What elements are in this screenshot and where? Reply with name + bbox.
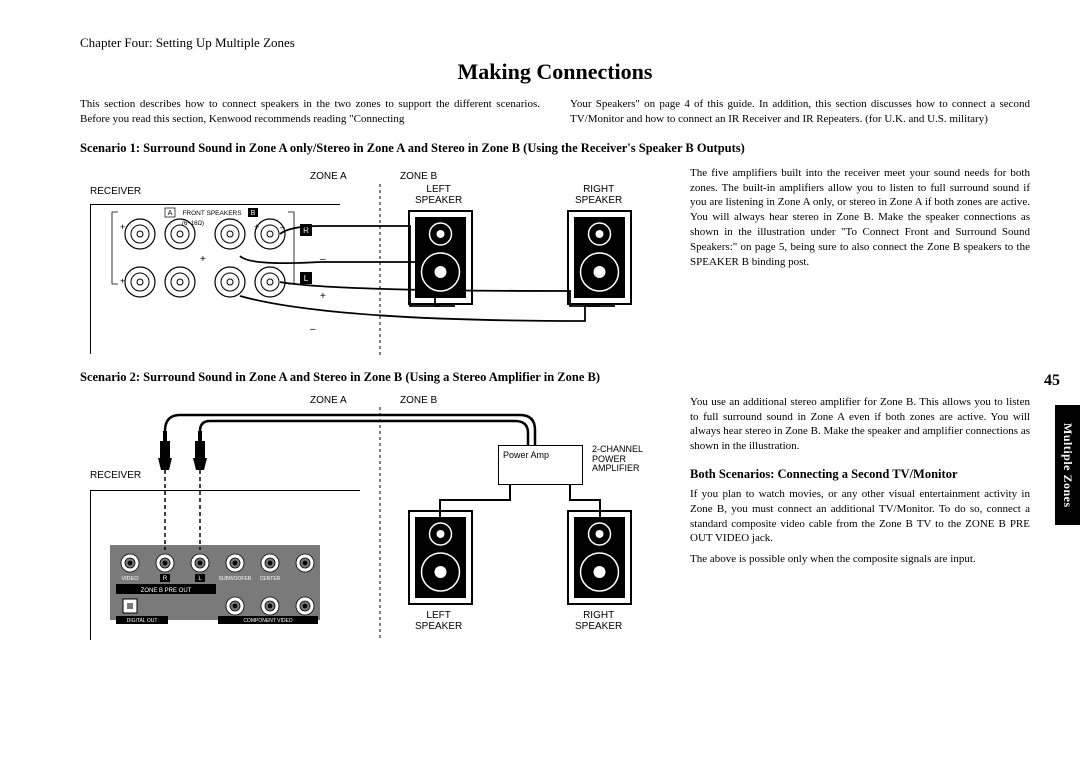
terminal-panel-svg: A FRONT SPEAKERS B (6~16Ω) + + – + R L — [90, 204, 350, 354]
scenario-2-block: ZONE A ZONE B RECEIVER Power Amp 2-CHANN… — [80, 395, 1030, 640]
svg-text:+: + — [200, 254, 206, 265]
scenario-2-text-col: You use an additional stereo amplifier f… — [690, 395, 1030, 640]
scenario-2-diagram: ZONE A ZONE B RECEIVER Power Amp 2-CHANN… — [80, 395, 670, 640]
zone-a-label-2: ZONE A — [310, 395, 347, 406]
chapter-label: Chapter Four: Setting Up Multiple Zones — [80, 35, 1030, 51]
svg-text:+: + — [320, 291, 326, 302]
page-title: Making Connections — [80, 59, 1030, 85]
zone-a-label: ZONE A — [310, 171, 347, 182]
intro-columns: This section describes how to connect sp… — [80, 97, 1030, 127]
svg-text:B: B — [251, 210, 256, 217]
back-panel-svg: VIDEO R L SUBWOOFER CENTER ZONE B PRE OU… — [90, 490, 360, 640]
svg-text:SUBWOOFER: SUBWOOFER — [219, 576, 252, 582]
right-speaker-icon-2 — [567, 510, 632, 605]
zone-b-label-2: ZONE B — [400, 395, 437, 406]
scenario-2-text-1: You use an additional stereo amplifier f… — [690, 395, 1030, 454]
scenario-2-text-2: If you plan to watch movies, or any othe… — [690, 487, 1030, 546]
intro-col-2: Your Speakers" on page 4 of this guide. … — [570, 97, 1030, 127]
page-number: 45 — [1044, 372, 1060, 390]
scenario-2-heading: Scenario 2: Surround Sound in Zone A and… — [80, 370, 1030, 385]
side-tab-label: Multiple Zones — [1060, 423, 1075, 508]
scenario-1-diagram: ZONE A ZONE B RECEIVER LEFTSPEAKER RIGHT… — [80, 166, 670, 356]
scenario-2-text-3: The above is possible only when the comp… — [690, 552, 1030, 567]
svg-text:R: R — [163, 576, 168, 582]
side-tab: Multiple Zones — [1055, 405, 1080, 525]
intro-col-1: This section describes how to connect sp… — [80, 97, 540, 127]
scenario-1-heading: Scenario 1: Surround Sound in Zone A onl… — [80, 141, 1030, 156]
svg-text:+: + — [120, 222, 125, 232]
right-speaker-label: RIGHTSPEAKER — [575, 184, 622, 206]
svg-text:L: L — [304, 274, 309, 283]
left-speaker-label: LEFTSPEAKER — [415, 184, 462, 206]
receiver-label-2: RECEIVER — [90, 470, 141, 481]
svg-text:A: A — [168, 210, 173, 217]
svg-text:COMPONENT VIDEO: COMPONENT VIDEO — [243, 618, 292, 624]
svg-text:–: – — [310, 324, 316, 335]
power-amp-box: Power Amp — [498, 445, 583, 485]
scenario-1-text: The five amplifiers built into the recei… — [690, 166, 1030, 356]
svg-text:–: – — [320, 254, 326, 265]
svg-text:FRONT SPEAKERS: FRONT SPEAKERS — [182, 210, 242, 217]
svg-text:CENTER: CENTER — [260, 576, 281, 582]
svg-text:VIDEO: VIDEO — [121, 576, 139, 582]
svg-text:ZONE B PRE OUT: ZONE B PRE OUT — [141, 588, 192, 594]
both-scenarios-heading: Both Scenarios: Connecting a Second TV/M… — [690, 466, 1030, 483]
left-speaker-icon — [408, 210, 473, 305]
scenario-1-block: ZONE A ZONE B RECEIVER LEFTSPEAKER RIGHT… — [80, 166, 1030, 356]
left-speaker-icon-2 — [408, 510, 473, 605]
right-speaker-label-2: RIGHTSPEAKER — [575, 610, 622, 632]
right-speaker-icon — [567, 210, 632, 305]
svg-text:DIGITAL OUT: DIGITAL OUT — [127, 618, 158, 624]
svg-text:R: R — [303, 226, 309, 235]
receiver-label: RECEIVER — [90, 186, 141, 197]
power-amp-label: 2-CHANNELPOWERAMPLIFIER — [592, 445, 643, 475]
left-speaker-label-2: LEFTSPEAKER — [415, 610, 462, 632]
zone-b-label: ZONE B — [400, 171, 437, 182]
